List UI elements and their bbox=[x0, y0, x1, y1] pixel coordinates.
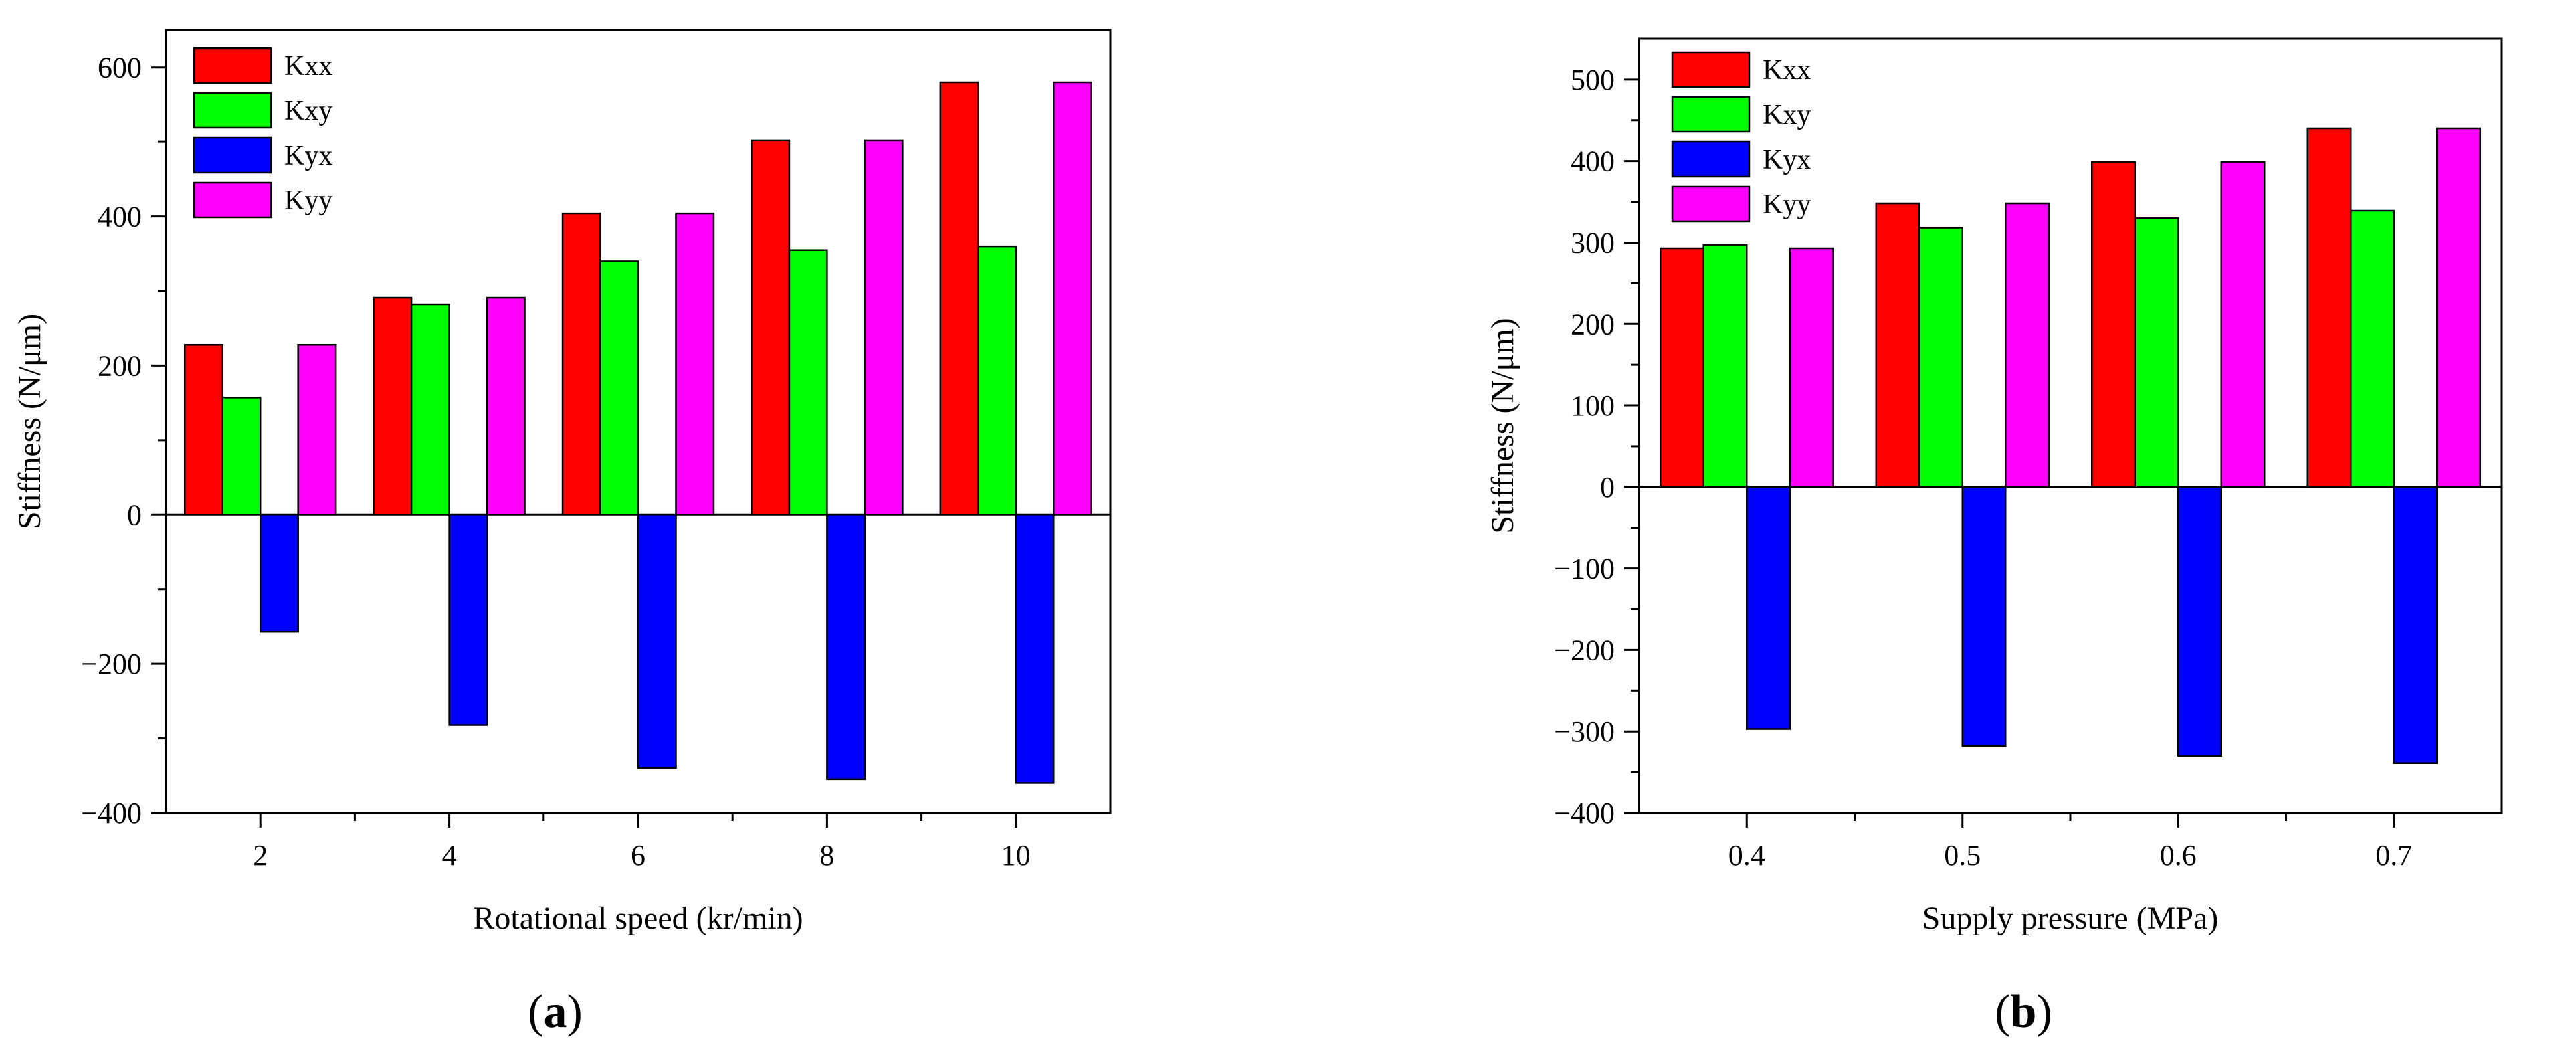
x-tick-label: 10 bbox=[1001, 839, 1031, 872]
x-tick-label: 0.6 bbox=[2160, 839, 2197, 872]
y-tick-label: 0 bbox=[127, 498, 142, 531]
x-tick-label: 8 bbox=[819, 839, 834, 872]
bar-kxy-0.7 bbox=[2350, 209, 2395, 488]
x-axis-title: Rotational speed (kr/min) bbox=[473, 900, 803, 936]
legend-label-kxy: Kxy bbox=[1763, 100, 1811, 130]
x-tick-label: 0.7 bbox=[2375, 839, 2412, 872]
bar-kyy-4 bbox=[486, 296, 526, 516]
legend-swatch-kxx bbox=[1671, 51, 1751, 88]
bar-kxx-0.7 bbox=[2306, 127, 2352, 488]
y-tick-label: 200 bbox=[98, 349, 142, 382]
bar-kxy-4 bbox=[410, 303, 450, 516]
y-tick-label: 100 bbox=[1571, 389, 1615, 422]
x-tick-label: 2 bbox=[253, 839, 268, 872]
bar-kyy-6 bbox=[675, 212, 715, 516]
y-tick-label: −200 bbox=[1554, 634, 1615, 666]
legend-swatch-kxx bbox=[193, 47, 272, 84]
x-axis-title: Supply pressure (MPa) bbox=[1922, 900, 2219, 936]
bar-kyx-0.6 bbox=[2177, 486, 2222, 757]
legend-swatch-kyy bbox=[1671, 185, 1751, 223]
bar-kyx-0.4 bbox=[1746, 486, 1791, 730]
y-axis-title: Stiffness (N/μm) bbox=[1485, 318, 1520, 533]
chart-panel-a: −400 −200 0 200 400 600 2 4 6 8 10 Kxx Kxy Kyx Kyy Rota… bbox=[12, 29, 1112, 1038]
bar-kxy-0.4 bbox=[1702, 244, 1748, 488]
chart-panel-b: −400 −300 −200 −100 0 100 200 300 400 500 0.4 0.5 0.… bbox=[1485, 37, 2503, 1038]
panel-label: (b) bbox=[1995, 986, 2052, 1038]
bar-kyx-2 bbox=[259, 514, 299, 633]
bar-kyx-8 bbox=[826, 514, 866, 781]
bar-kxx-8 bbox=[751, 139, 791, 516]
bar-kxx-2 bbox=[183, 343, 223, 516]
legend-label-kxx: Kxx bbox=[1763, 55, 1811, 86]
bar-kyy-0.5 bbox=[2005, 202, 2050, 488]
legend-label-kxy: Kxy bbox=[284, 96, 332, 126]
bar-kxx-0.6 bbox=[2091, 161, 2136, 488]
bar-kxy-0.5 bbox=[1918, 227, 1963, 488]
bar-kxx-0.4 bbox=[1660, 247, 1704, 488]
bar-kyy-10 bbox=[1053, 81, 1093, 516]
bar-kyx-0.5 bbox=[1961, 486, 2007, 747]
bar-kxy-8 bbox=[788, 249, 828, 516]
x-tick-label: 6 bbox=[631, 839, 646, 872]
y-axis-title: Stiffness (N/μm) bbox=[12, 314, 47, 529]
bar-kyx-6 bbox=[637, 514, 677, 769]
legend-label-kxx: Kxx bbox=[284, 51, 332, 82]
y-tick-label: −100 bbox=[1554, 553, 1615, 585]
bar-kyy-8 bbox=[864, 139, 904, 516]
y-tick-label: 200 bbox=[1571, 308, 1615, 341]
y-tick-label: 600 bbox=[98, 52, 142, 84]
y-tick-label: 500 bbox=[1571, 64, 1615, 96]
bar-kxx-4 bbox=[373, 296, 413, 516]
bar-kxx-10 bbox=[939, 81, 979, 516]
bar-kxy-2 bbox=[221, 397, 262, 516]
legend-swatch-kxy bbox=[1671, 96, 1751, 133]
legend-label-kyy: Kyy bbox=[1763, 189, 1811, 220]
bar-kxy-10 bbox=[977, 245, 1017, 516]
bar-kyy-0.6 bbox=[2220, 161, 2266, 488]
legend-label-kyx: Kyx bbox=[284, 140, 332, 171]
legend-swatch-kxy bbox=[193, 92, 272, 129]
y-tick-label: −400 bbox=[1554, 797, 1615, 830]
y-tick-label: −400 bbox=[81, 797, 142, 830]
bar-kyx-10 bbox=[1015, 514, 1055, 784]
y-tick-label: −200 bbox=[81, 648, 142, 680]
bar-kyy-2 bbox=[297, 343, 337, 516]
legend-label-kyy: Kyy bbox=[284, 185, 332, 216]
panel-label: (a) bbox=[528, 986, 583, 1038]
legend-swatch-kyy bbox=[193, 181, 272, 219]
x-tick-label: 4 bbox=[442, 839, 457, 872]
y-tick-label: 300 bbox=[1571, 226, 1615, 259]
x-tick-label: 0.4 bbox=[1728, 839, 1765, 872]
y-tick-label: 0 bbox=[1600, 471, 1615, 504]
bar-kyy-0.4 bbox=[1789, 247, 1834, 488]
x-tick-label: 0.5 bbox=[1944, 839, 1981, 872]
y-tick-label: −300 bbox=[1554, 715, 1615, 748]
bar-kyx-0.7 bbox=[2393, 486, 2438, 764]
bar-kyy-0.7 bbox=[2436, 127, 2481, 488]
bar-kxx-6 bbox=[561, 212, 601, 516]
y-tick-label: 400 bbox=[98, 201, 142, 233]
bar-kxy-6 bbox=[599, 260, 639, 516]
legend-swatch-kyx bbox=[193, 136, 272, 174]
bar-kyx-4 bbox=[448, 514, 488, 726]
y-tick-label: 400 bbox=[1571, 145, 1615, 178]
legend-label-kyx: Kyx bbox=[1763, 145, 1811, 175]
bar-kxx-0.5 bbox=[1875, 202, 1920, 488]
bar-kxy-0.6 bbox=[2134, 217, 2179, 488]
legend-swatch-kyx bbox=[1671, 140, 1751, 178]
